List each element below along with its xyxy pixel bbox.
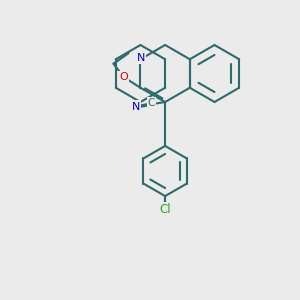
Text: C: C	[148, 98, 155, 108]
Text: Cl: Cl	[159, 203, 171, 216]
Text: N: N	[137, 53, 145, 63]
Text: O: O	[120, 72, 128, 82]
Text: N: N	[131, 101, 140, 112]
